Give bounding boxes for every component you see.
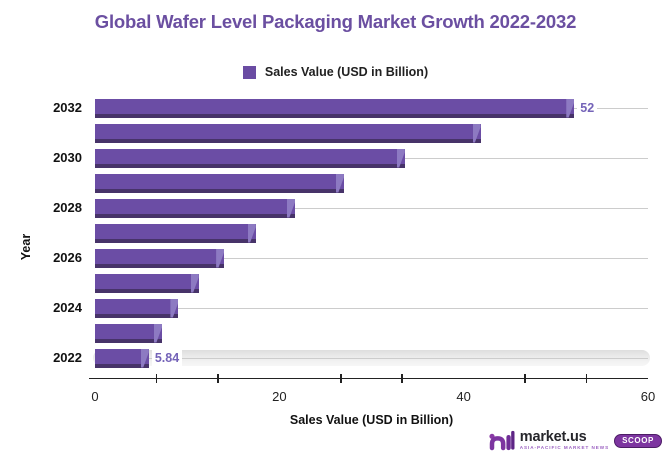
bar-end-cap — [170, 298, 179, 318]
x-axis-tick — [524, 374, 526, 383]
y-axis-label: 2026 — [53, 250, 82, 265]
bar-shadow — [95, 138, 481, 143]
bar-face — [95, 273, 199, 289]
chart-title: Global Wafer Level Packaging Market Grow… — [94, 11, 577, 32]
bar-2026[interactable] — [95, 248, 225, 268]
bar-shadow — [95, 163, 405, 168]
bar-2023[interactable] — [95, 323, 162, 343]
brand-logo[interactable]: market.us Asia-Pacific Market News SCOOP — [488, 428, 662, 453]
gridline — [95, 207, 648, 209]
y-axis-label: 2028 — [53, 200, 82, 215]
x-axis-tick — [340, 374, 342, 383]
bar-shadow — [95, 113, 575, 118]
gridline — [95, 357, 648, 359]
bar-end-cap — [287, 198, 295, 218]
brand-name: market.us — [519, 428, 587, 445]
bar-face — [95, 123, 481, 139]
bar-shadow — [95, 263, 225, 268]
bar-face — [95, 98, 575, 114]
value-label-2022: 5.84 — [151, 350, 183, 366]
bar-shadow — [95, 338, 162, 343]
value-label-2032: 52 — [577, 100, 598, 116]
bar-face — [95, 198, 295, 214]
bar-2030[interactable] — [95, 148, 405, 168]
bar-end-cap — [566, 98, 575, 118]
x-axis-title: Sales Value (USD in Billion) — [289, 413, 454, 427]
gridline — [95, 307, 648, 309]
bar-shadow — [95, 238, 256, 243]
bar-2022[interactable] — [95, 348, 149, 368]
x-axis-line — [89, 377, 648, 380]
bar-end-cap — [216, 248, 225, 268]
bar-2032[interactable] — [95, 98, 575, 118]
bar-end-cap — [247, 223, 256, 243]
bar-2025[interactable] — [95, 273, 199, 293]
x-axis-tick — [155, 374, 158, 383]
bar-2027[interactable] — [95, 223, 256, 243]
x-axis-tick — [585, 374, 588, 383]
y-axis-label: 2032 — [53, 100, 82, 115]
bar-face — [95, 173, 344, 189]
x-axis-tick-label: 60 — [640, 389, 656, 404]
brand-tagline: Asia-Pacific Market News — [519, 445, 610, 451]
bar-face — [95, 248, 225, 264]
legend-label: Sales Value (USD in Billion) — [264, 65, 429, 79]
bar-face — [95, 148, 405, 164]
x-axis-tick-label: 40 — [456, 389, 471, 404]
bar-shadow — [95, 313, 179, 318]
bar-2028[interactable] — [95, 198, 295, 218]
bar-2031[interactable] — [95, 123, 481, 143]
x-axis-tick-label: 20 — [272, 389, 287, 404]
bar-end-cap — [335, 173, 344, 193]
bar-shadow — [95, 188, 344, 193]
bar-shadow — [95, 363, 149, 368]
bar-end-cap — [472, 123, 481, 143]
bar-shadow — [95, 288, 199, 293]
y-axis-title: Year — [19, 233, 33, 261]
y-axis-label: 2024 — [53, 300, 82, 315]
legend-swatch-icon — [242, 65, 256, 79]
x-axis-tick — [217, 374, 219, 383]
bar-end-cap — [190, 273, 199, 293]
bar-end-cap — [140, 348, 149, 368]
bar-face — [95, 323, 162, 339]
gridline — [95, 257, 648, 259]
bar-face — [95, 298, 179, 314]
y-axis-label: 2022 — [53, 350, 82, 365]
bar-shadow — [95, 213, 295, 218]
brand-badge: SCOOP — [614, 433, 662, 448]
marketus-icon — [489, 430, 515, 451]
legend-item[interactable]: Sales Value (USD in Billion) — [0, 65, 671, 79]
bar-2024[interactable] — [95, 298, 179, 318]
bar-face — [95, 348, 149, 364]
x-axis-tick-label: 0 — [91, 389, 99, 404]
bar-2029[interactable] — [95, 173, 344, 193]
bar-face — [95, 223, 256, 239]
x-axis-tick — [401, 374, 403, 383]
y-axis-label: 2030 — [53, 150, 82, 165]
bar-end-cap — [154, 323, 162, 343]
bar-end-cap — [396, 148, 405, 168]
